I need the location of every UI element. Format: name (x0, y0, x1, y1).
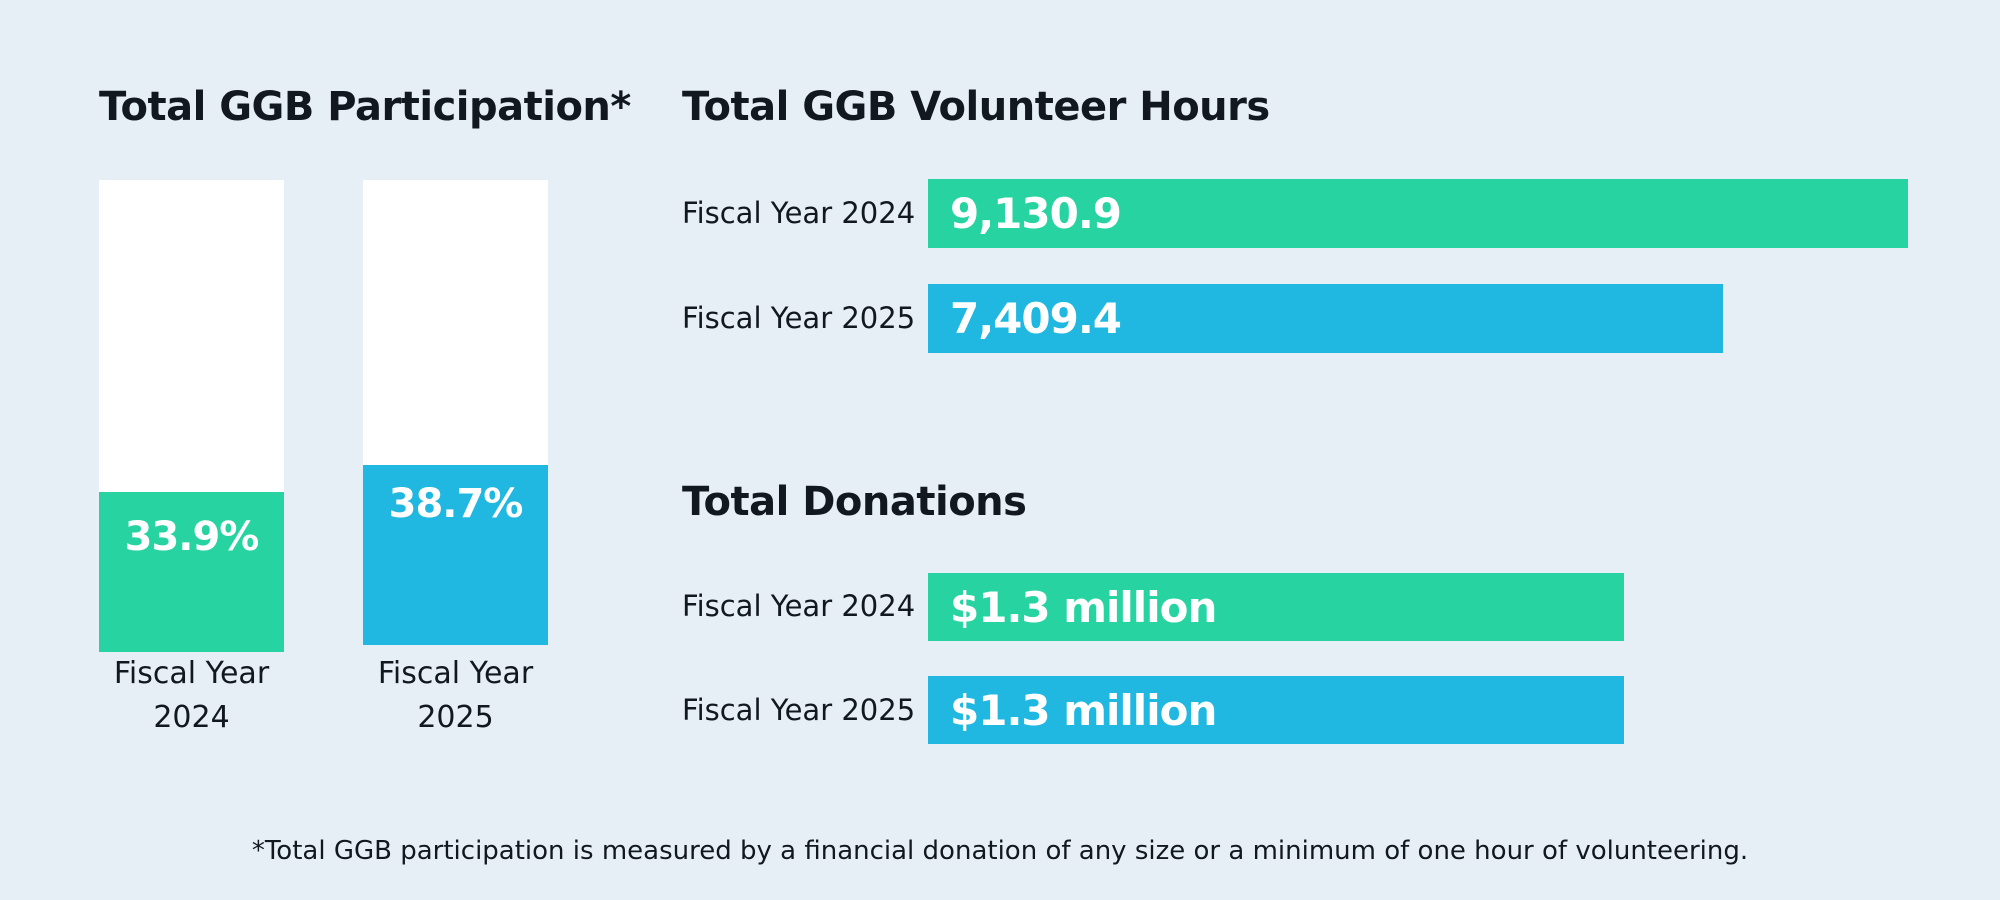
donations-bar-fy2025: $1.3 million (928, 676, 1625, 744)
participation-bar-track-fy2025: 38.7% (363, 180, 548, 645)
hours-bar-fy2024: 9,130.9 (928, 179, 1908, 248)
participation-label-fy2024-line1: Fiscal Year (113, 656, 270, 691)
donations-title: Total Donations (682, 479, 1027, 525)
hours-value-fy2024: 9,130.9 (950, 189, 1122, 238)
donations-value-fy2025: $1.3 million (950, 685, 1217, 735)
participation-label-fy2025-line2: 2025 (417, 700, 494, 735)
volunteer-hours-title: Total GGB Volunteer Hours (682, 84, 1270, 130)
participation-value-fy2024: 33.9% (124, 514, 260, 560)
hours-value-fy2025: 7,409.4 (950, 294, 1122, 343)
participation-label-fy2025: Fiscal Year 2025 (343, 652, 568, 740)
participation-bar-fy2025: 38.7% (363, 465, 548, 645)
participation-bar-track-fy2024: 33.9% (99, 180, 284, 652)
participation-title: Total GGB Participation* (99, 84, 631, 130)
participation-value-fy2025: 38.7% (388, 481, 524, 528)
donations-value-fy2024: $1.3 million (950, 582, 1217, 632)
footnote: *Total GGB participation is measured by … (251, 836, 1749, 866)
donations-label-fy2025: Fiscal Year 2025 (682, 693, 916, 727)
participation-bar-fy2024: 33.9% (99, 492, 284, 652)
donations-bar-fy2024: $1.3 million (928, 573, 1625, 641)
hours-bar-fy2025: 7,409.4 (928, 284, 1724, 353)
participation-label-fy2024-line2: 2024 (153, 700, 230, 735)
hours-label-fy2024: Fiscal Year 2024 (682, 196, 916, 230)
participation-label-fy2024: Fiscal Year 2024 (79, 652, 304, 740)
hours-label-fy2025: Fiscal Year 2025 (682, 301, 916, 335)
donations-label-fy2024: Fiscal Year 2024 (682, 589, 916, 623)
participation-label-fy2025-line1: Fiscal Year (377, 656, 534, 691)
